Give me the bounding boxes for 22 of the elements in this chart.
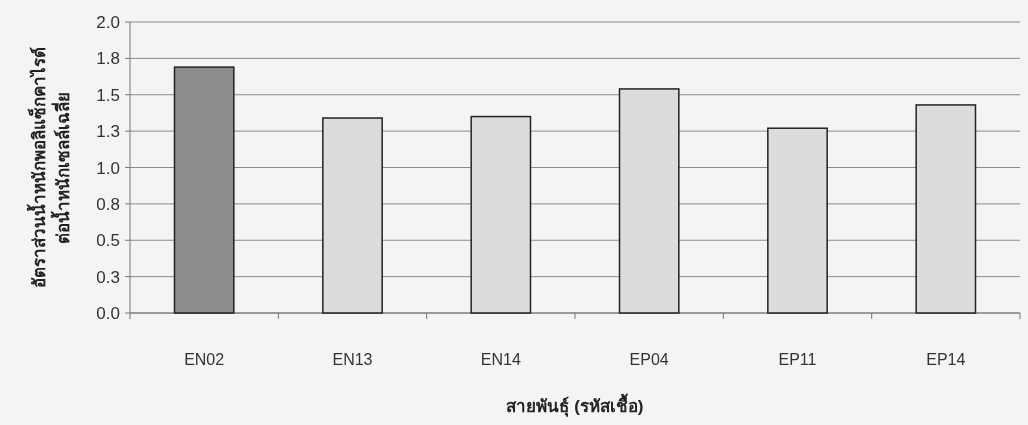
bar	[915, 104, 977, 314]
x-tick-label: EP11	[778, 351, 817, 368]
x-tick-label: EN13	[332, 351, 373, 368]
x-tick-label: EN02	[184, 351, 225, 368]
y-tick-label: 1.0	[96, 158, 120, 178]
bar	[767, 127, 828, 314]
y-tick-label: 0.0	[96, 304, 120, 323]
y-axis-title: อัตราส่วนน้ำหนักพอลิแซ็กคาไรด์ ต่อน้ำหนักเซลล์เฉลี่ย	[26, 47, 73, 288]
bar	[470, 115, 532, 314]
y-tick-label: 2.0	[96, 13, 120, 32]
y-tick-label: 1.8	[96, 49, 120, 69]
y-tick-label: 0.5	[96, 231, 120, 251]
bar	[322, 117, 383, 314]
y-tick-label: 1.5	[96, 85, 120, 105]
y-tick-label: 0.3	[96, 267, 120, 287]
bar	[618, 88, 680, 314]
x-tick-label: EN14	[480, 351, 521, 368]
y-tick-label: 0.8	[96, 194, 120, 214]
x-axis-title: สายพันธุ์ (รหัสเชื้อ)	[506, 393, 644, 417]
x-tick-label: EP04	[629, 351, 669, 368]
y-tick-label: 1.3	[96, 122, 120, 142]
x-tick-label: EP14	[926, 351, 966, 368]
